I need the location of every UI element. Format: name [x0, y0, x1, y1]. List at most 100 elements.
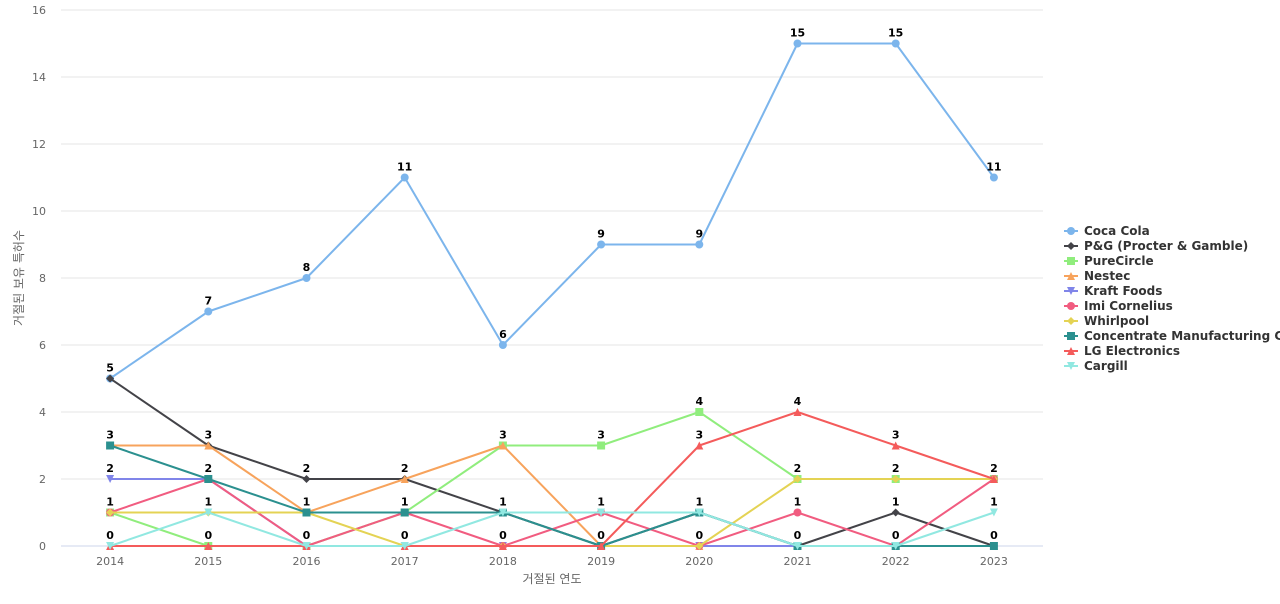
- data-point[interactable]: [793, 508, 802, 517]
- data-label: 5: [106, 362, 114, 375]
- data-point[interactable]: [891, 39, 900, 48]
- data-point[interactable]: [597, 240, 606, 249]
- data-point[interactable]: [793, 408, 802, 416]
- legend-item[interactable]: P&G (Procter & Gamble): [1064, 239, 1248, 253]
- series-line[interactable]: [110, 444, 994, 547]
- series-layer: [106, 39, 998, 551]
- data-point[interactable]: [695, 240, 704, 249]
- data-point[interactable]: [204, 508, 213, 517]
- legend-label: Coca Cola: [1084, 224, 1150, 238]
- legend-item[interactable]: LG Electronics: [1064, 344, 1180, 358]
- data-point[interactable]: [400, 173, 409, 182]
- legend-item[interactable]: Concentrate Manufacturing C...: [1064, 329, 1280, 343]
- legend-marker[interactable]: [1067, 332, 1075, 340]
- data-point[interactable]: [204, 441, 213, 450]
- data-label: 1: [303, 496, 311, 509]
- data-point[interactable]: [302, 475, 311, 483]
- data-point[interactable]: [695, 508, 704, 517]
- data-point[interactable]: [302, 542, 311, 550]
- data-point[interactable]: [204, 307, 213, 316]
- legend-item[interactable]: Imi Cornelius: [1064, 299, 1173, 313]
- data-label: 0: [303, 529, 311, 542]
- y-tick-label: 12: [32, 138, 46, 151]
- data-point[interactable]: [597, 441, 606, 450]
- data-label: 1: [794, 496, 802, 509]
- x-tick-label: 2017: [391, 555, 419, 568]
- data-point[interactable]: [106, 441, 115, 450]
- data-label: 2: [303, 462, 311, 475]
- data-point[interactable]: [695, 441, 704, 450]
- data-point[interactable]: [793, 39, 802, 48]
- series-line[interactable]: [109, 377, 995, 547]
- legend-marker[interactable]: [1067, 347, 1075, 355]
- legend-marker[interactable]: [1067, 227, 1075, 235]
- series-line[interactable]: [109, 42, 995, 380]
- x-tick-label: 2019: [587, 555, 615, 568]
- legend-marker[interactable]: [1067, 317, 1075, 325]
- data-point[interactable]: [891, 508, 900, 517]
- data-point[interactable]: [400, 542, 409, 550]
- data-point[interactable]: [106, 542, 115, 550]
- data-point[interactable]: [302, 274, 311, 282]
- data-point[interactable]: [989, 173, 998, 182]
- legend-label: Imi Cornelius: [1084, 299, 1173, 313]
- data-label: 0: [401, 529, 409, 542]
- legend-marker[interactable]: [1067, 242, 1075, 250]
- legend-label: Cargill: [1084, 359, 1128, 373]
- legend-item[interactable]: Whirlpool: [1064, 314, 1149, 328]
- data-point[interactable]: [891, 441, 900, 450]
- legend-item[interactable]: Cargill: [1064, 359, 1128, 373]
- data-point[interactable]: [597, 508, 606, 517]
- data-point[interactable]: [400, 475, 409, 483]
- legend-marker[interactable]: [1067, 272, 1075, 280]
- data-label: 2: [401, 462, 409, 475]
- data-label: 4: [695, 395, 703, 408]
- series-nestec[interactable]: [106, 441, 998, 551]
- legend-marker[interactable]: [1067, 302, 1075, 310]
- data-point[interactable]: [989, 542, 998, 550]
- legend-item[interactable]: Nestec: [1064, 269, 1130, 283]
- data-point[interactable]: [793, 475, 802, 483]
- series-cargill[interactable]: [106, 508, 998, 551]
- data-point[interactable]: [302, 508, 311, 517]
- data-label: 15: [888, 27, 903, 40]
- data-label: 9: [695, 228, 703, 241]
- legend-marker[interactable]: [1067, 362, 1075, 370]
- legend-item[interactable]: Coca Cola: [1064, 224, 1150, 238]
- data-point[interactable]: [597, 542, 606, 550]
- data-point[interactable]: [989, 508, 998, 517]
- series-lg-electronics[interactable]: [106, 408, 998, 550]
- data-point[interactable]: [989, 475, 998, 483]
- data-point[interactable]: [498, 341, 507, 349]
- data-point[interactable]: [106, 475, 115, 483]
- data-point[interactable]: [498, 508, 507, 517]
- data-label: 0: [204, 529, 212, 542]
- data-point[interactable]: [204, 542, 213, 550]
- data-label: 1: [892, 496, 900, 509]
- data-point[interactable]: [106, 374, 115, 383]
- legend-marker[interactable]: [1067, 257, 1075, 265]
- legend-item[interactable]: PureCircle: [1064, 254, 1154, 268]
- data-point[interactable]: [204, 475, 213, 483]
- data-label: 0: [499, 529, 507, 542]
- legend-marker[interactable]: [1067, 287, 1075, 295]
- data-label: 0: [794, 529, 802, 542]
- data-point[interactable]: [695, 542, 704, 550]
- y-axis-title: 거절된 보유 특허수: [12, 230, 26, 326]
- y-tick-label: 16: [32, 4, 46, 17]
- data-point[interactable]: [891, 542, 900, 550]
- series-line[interactable]: [110, 411, 995, 547]
- data-label: 0: [695, 529, 703, 542]
- data-point[interactable]: [106, 508, 115, 517]
- data-point[interactable]: [498, 441, 507, 450]
- data-point[interactable]: [891, 475, 900, 483]
- data-point[interactable]: [793, 542, 802, 550]
- data-point[interactable]: [400, 508, 409, 517]
- data-point[interactable]: [498, 542, 507, 550]
- legend-item[interactable]: Kraft Foods: [1064, 284, 1162, 298]
- data-point[interactable]: [695, 408, 704, 416]
- data-label: 1: [499, 496, 507, 509]
- series-line[interactable]: [109, 511, 995, 547]
